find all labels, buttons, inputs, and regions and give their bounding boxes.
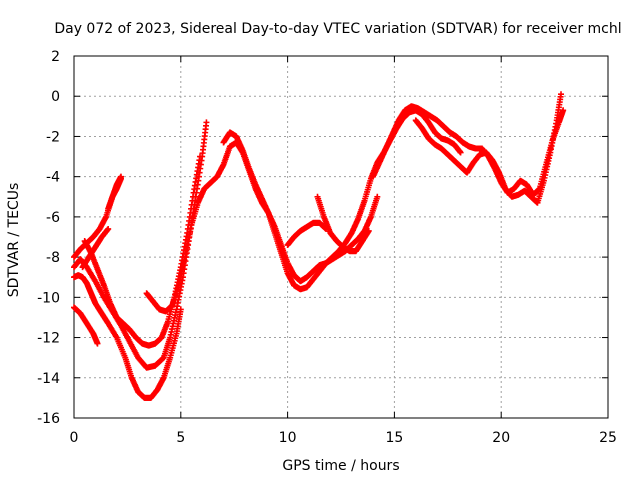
gridlines bbox=[74, 56, 608, 418]
y-axis-label: SDTVAR / TECUs bbox=[6, 183, 22, 298]
data-points bbox=[71, 91, 567, 401]
series-track-5 bbox=[81, 153, 204, 349]
y-tick-label: -16 bbox=[37, 411, 60, 427]
x-axis-label: GPS time / hours bbox=[282, 458, 399, 474]
y-tick-label: 0 bbox=[51, 89, 60, 105]
data-point bbox=[365, 227, 372, 234]
x-tick-label: 0 bbox=[70, 430, 79, 446]
data-point bbox=[203, 119, 210, 126]
y-tick-labels: -16 -14 -12 -10 -8 -6 -4 -2 0 2 bbox=[37, 49, 60, 427]
series-track-9 bbox=[314, 193, 372, 255]
x-tick-label: 25 bbox=[599, 430, 617, 446]
data-point bbox=[558, 91, 565, 98]
plot-frame bbox=[73, 55, 609, 419]
series-track-3 bbox=[71, 272, 184, 401]
axis-ticks bbox=[73, 55, 609, 419]
y-tick-label: -10 bbox=[37, 290, 60, 306]
y-tick-label: 2 bbox=[51, 49, 60, 65]
y-tick-label: -2 bbox=[46, 129, 60, 145]
data-point bbox=[94, 340, 101, 347]
series-track-8 bbox=[284, 219, 330, 249]
x-tick-label: 10 bbox=[279, 430, 297, 446]
y-tick-label: -8 bbox=[46, 250, 60, 266]
x-tick-label: 5 bbox=[176, 430, 185, 446]
chart-title: Day 072 of 2023, Sidereal Day-to-day VTE… bbox=[54, 21, 621, 37]
y-tick-label: -4 bbox=[46, 170, 60, 186]
y-tick-label: -12 bbox=[37, 331, 60, 347]
x-tick-labels: 0 5 10 15 20 25 bbox=[70, 430, 617, 446]
x-tick-label: 20 bbox=[492, 430, 510, 446]
y-tick-label: -14 bbox=[37, 371, 60, 387]
y-tick-label: -6 bbox=[46, 210, 60, 226]
series-track-12 bbox=[79, 225, 112, 271]
series-track-11 bbox=[412, 91, 565, 206]
data-point bbox=[374, 193, 381, 200]
data-point bbox=[197, 153, 204, 160]
data-point bbox=[457, 149, 464, 156]
series-track-2 bbox=[71, 304, 101, 347]
data-point bbox=[105, 225, 112, 232]
series-track-13 bbox=[105, 175, 124, 212]
x-tick-label: 15 bbox=[385, 430, 403, 446]
data-point bbox=[117, 175, 124, 182]
